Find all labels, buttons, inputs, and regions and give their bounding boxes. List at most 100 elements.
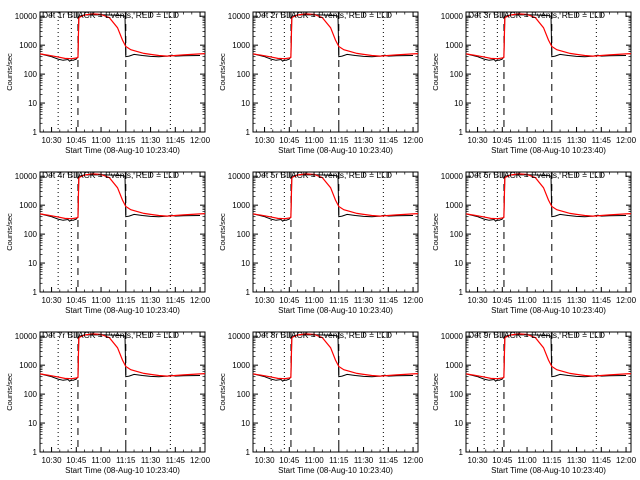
x-tick-label: 11:00 bbox=[517, 296, 537, 305]
y-tick-label: 1000 bbox=[232, 41, 250, 50]
y-tick-label: 100 bbox=[24, 70, 38, 79]
x-tick-label: 10:45 bbox=[492, 456, 513, 465]
lld-series-line bbox=[40, 333, 205, 380]
lld-series-line bbox=[253, 333, 418, 380]
x-tick-label: 11:15 bbox=[542, 296, 562, 305]
x-axis-label: Start Time (08-Aug-10 10:23:40) bbox=[491, 146, 606, 155]
panel-title: Det 6r BLACK = Events, RED = LLD bbox=[468, 170, 605, 180]
x-tick-label: 11:45 bbox=[592, 456, 612, 465]
y-tick-label: 10 bbox=[454, 419, 463, 428]
x-tick-label: 10:45 bbox=[66, 136, 87, 145]
y-tick-label: 10 bbox=[241, 99, 250, 108]
y-tick-label: 100 bbox=[237, 390, 251, 399]
plot-frame bbox=[39, 171, 206, 293]
y-axis-label: Counts/sec bbox=[5, 53, 14, 91]
y-tick-label: 1000 bbox=[445, 201, 463, 210]
y-tick-label: 1 bbox=[33, 128, 38, 137]
x-tick-label: 11:45 bbox=[379, 296, 399, 305]
x-tick-label: 11:30 bbox=[354, 456, 374, 465]
x-tick-label: 11:45 bbox=[592, 296, 612, 305]
detector-panel-4: 1 10 100 1000 10000 10:30 10:45 11:00 11:15 11:30… bbox=[5, 170, 211, 315]
x-tick-label: 11:00 bbox=[304, 456, 324, 465]
panel-title: Det 1r BLACK = Events, RED = LLD bbox=[42, 10, 179, 20]
lld-series-line bbox=[40, 173, 205, 220]
detector-panel-2: 1 10 100 1000 10000 10:30 10:45 11:00 11:15 11:30… bbox=[218, 10, 424, 155]
x-tick-label: 11:30 bbox=[567, 136, 587, 145]
x-tick-label: 11:30 bbox=[141, 296, 161, 305]
y-axis-label: Counts/sec bbox=[431, 53, 440, 91]
x-tick-label: 11:00 bbox=[91, 136, 111, 145]
x-tick-label: 10:45 bbox=[492, 296, 513, 305]
x-tick-label: 10:30 bbox=[255, 136, 276, 145]
panel-title: Det 9r BLACK = Events, RED = LLD bbox=[468, 330, 605, 340]
x-tick-label: 11:30 bbox=[567, 456, 587, 465]
x-tick-label: 11:00 bbox=[517, 456, 537, 465]
events-series-line bbox=[253, 14, 414, 62]
y-tick-label: 10 bbox=[28, 259, 37, 268]
x-axis-label: Start Time (08-Aug-10 10:23:40) bbox=[65, 146, 180, 155]
x-tick-label: 10:30 bbox=[42, 296, 63, 305]
x-tick-label: 11:00 bbox=[304, 136, 324, 145]
x-tick-label: 11:15 bbox=[116, 456, 136, 465]
x-tick-label: 11:45 bbox=[166, 136, 186, 145]
x-tick-label: 11:45 bbox=[166, 296, 186, 305]
events-series-line bbox=[40, 174, 201, 222]
x-tick-label: 11:15 bbox=[542, 456, 562, 465]
plot-frame bbox=[465, 331, 632, 453]
x-tick-label: 12:00 bbox=[190, 136, 211, 145]
y-tick-label: 10000 bbox=[228, 12, 251, 21]
x-tick-label: 10:30 bbox=[255, 456, 276, 465]
y-tick-label: 10000 bbox=[228, 332, 251, 341]
x-tick-label: 10:30 bbox=[42, 136, 63, 145]
panel-title: Det 3r BLACK = Events, RED = LLD bbox=[468, 10, 605, 20]
lld-series-line bbox=[466, 173, 631, 220]
detector-panel-3: 1 10 100 1000 10000 10:30 10:45 11:00 11:15 11:30… bbox=[431, 10, 637, 155]
y-tick-label: 10 bbox=[454, 99, 463, 108]
y-tick-label: 10000 bbox=[441, 172, 464, 181]
x-tick-label: 11:30 bbox=[354, 136, 374, 145]
x-tick-label: 12:00 bbox=[616, 456, 637, 465]
y-axis-label: Counts/sec bbox=[5, 213, 14, 251]
y-tick-label: 10000 bbox=[441, 12, 464, 21]
x-tick-label: 11:15 bbox=[116, 296, 136, 305]
y-tick-label: 1000 bbox=[19, 41, 37, 50]
x-tick-label: 11:15 bbox=[116, 136, 136, 145]
panel-title: Det 2r BLACK = Events, RED = LLD bbox=[255, 10, 392, 20]
x-axis-label: Start Time (08-Aug-10 10:23:40) bbox=[65, 306, 180, 315]
x-tick-label: 11:15 bbox=[329, 296, 349, 305]
x-tick-label: 12:00 bbox=[403, 296, 424, 305]
x-tick-label: 11:30 bbox=[141, 456, 161, 465]
y-axis-label: Counts/sec bbox=[218, 213, 227, 251]
x-tick-label: 10:30 bbox=[468, 296, 489, 305]
y-axis-label: Counts/sec bbox=[431, 213, 440, 251]
x-tick-label: 12:00 bbox=[403, 136, 424, 145]
y-tick-label: 1000 bbox=[232, 201, 250, 210]
events-series-line bbox=[466, 14, 627, 62]
y-axis-label: Counts/sec bbox=[5, 373, 14, 411]
y-tick-label: 1 bbox=[33, 288, 38, 297]
y-tick-label: 100 bbox=[24, 230, 38, 239]
events-series-line bbox=[40, 334, 201, 382]
x-tick-label: 11:45 bbox=[592, 136, 612, 145]
detector-panel-8: 1 10 100 1000 10000 10:30 10:45 11:00 11:15 11:30… bbox=[218, 330, 424, 475]
events-series-line bbox=[466, 174, 627, 222]
x-tick-label: 10:45 bbox=[279, 136, 300, 145]
x-tick-label: 11:45 bbox=[379, 456, 399, 465]
x-tick-label: 10:30 bbox=[42, 456, 63, 465]
x-tick-label: 12:00 bbox=[403, 456, 424, 465]
x-tick-label: 11:45 bbox=[166, 456, 186, 465]
panel-title: Det 5r BLACK = Events, RED = LLD bbox=[255, 170, 392, 180]
y-tick-label: 10 bbox=[241, 259, 250, 268]
lld-series-line bbox=[466, 13, 631, 60]
plot-frame bbox=[465, 11, 632, 133]
lld-series-line bbox=[40, 13, 205, 60]
events-series-line bbox=[466, 334, 627, 382]
detector-panel-6: 1 10 100 1000 10000 10:30 10:45 11:00 11:15 11:30… bbox=[431, 170, 637, 315]
events-series-line bbox=[253, 174, 414, 222]
y-tick-label: 100 bbox=[24, 390, 38, 399]
x-tick-label: 10:45 bbox=[66, 456, 87, 465]
y-tick-label: 1000 bbox=[19, 201, 37, 210]
x-tick-label: 11:00 bbox=[91, 296, 111, 305]
x-tick-label: 12:00 bbox=[616, 296, 637, 305]
x-tick-label: 11:15 bbox=[329, 456, 349, 465]
